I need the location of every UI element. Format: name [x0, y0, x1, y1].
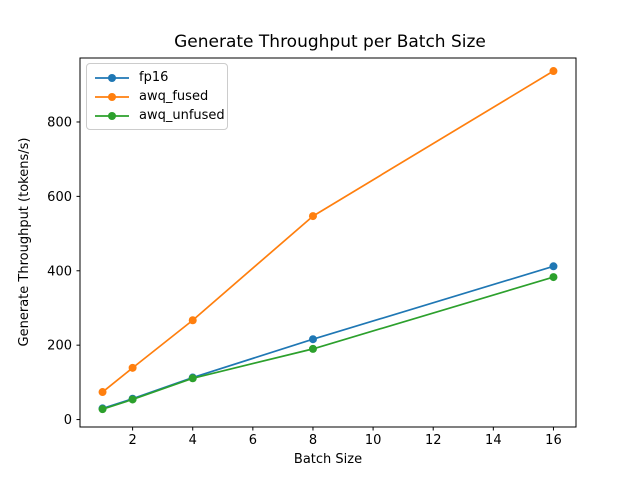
x-tick-label: 6 [249, 433, 257, 448]
legend-row: awq_fused [94, 87, 219, 106]
legend-label: fp16 [139, 70, 169, 85]
series-marker-awq_fused [128, 363, 137, 372]
chart-title: Generate Throughput per Batch Size [174, 32, 486, 52]
x-tick-label: 16 [545, 433, 562, 448]
series-marker-fp16 [549, 262, 558, 271]
axis-ticks: 2 4 6 8 10 12 14 16 0 200 400 600 800 [47, 115, 562, 448]
series-marker-awq_unfused [188, 374, 197, 383]
y-tick-label: 400 [47, 264, 72, 279]
legend-label: awq_fused [139, 89, 209, 104]
legend-row: fp16 [94, 68, 219, 87]
series-line-awq_unfused [102, 276, 554, 410]
legend-line-marker-icon [95, 92, 129, 101]
y-tick-label: 600 [47, 190, 72, 205]
series-marker-awq_unfused [308, 344, 317, 353]
series-marker-awq_fused [98, 388, 107, 397]
x-tick-label: 2 [128, 433, 136, 448]
legend-row: awq_unfused [94, 106, 225, 125]
series-marker-awq_fused [308, 212, 317, 221]
legend: fp16 awq_fused awq_unfused [86, 63, 228, 130]
data-series [98, 67, 558, 414]
legend-line-marker-icon [95, 111, 129, 120]
series-marker-awq_unfused [128, 395, 137, 404]
legend-label: awq_unfused [139, 108, 225, 123]
series-marker-awq_fused [188, 316, 197, 325]
x-tick-label: 10 [365, 433, 382, 448]
series-marker-awq_fused [549, 67, 558, 76]
axes-frame [79, 57, 577, 428]
legend-line-marker-icon [95, 73, 129, 82]
series-marker-fp16 [308, 335, 317, 344]
y-tick-label: 200 [47, 339, 72, 354]
x-tick-label: 4 [189, 433, 197, 448]
x-tick-label: 12 [425, 433, 442, 448]
y-tick-label: 0 [64, 413, 72, 428]
y-tick-label: 800 [47, 115, 72, 130]
series-marker-awq_unfused [98, 405, 107, 414]
plot-border [79, 57, 577, 428]
series-marker-awq_unfused [549, 273, 558, 282]
x-axis-label: Batch Size [294, 452, 362, 467]
y-axis-label: Generate Throughput (tokens/s) [17, 138, 32, 347]
x-tick-label: 14 [485, 433, 502, 448]
x-tick-label: 8 [309, 433, 317, 448]
